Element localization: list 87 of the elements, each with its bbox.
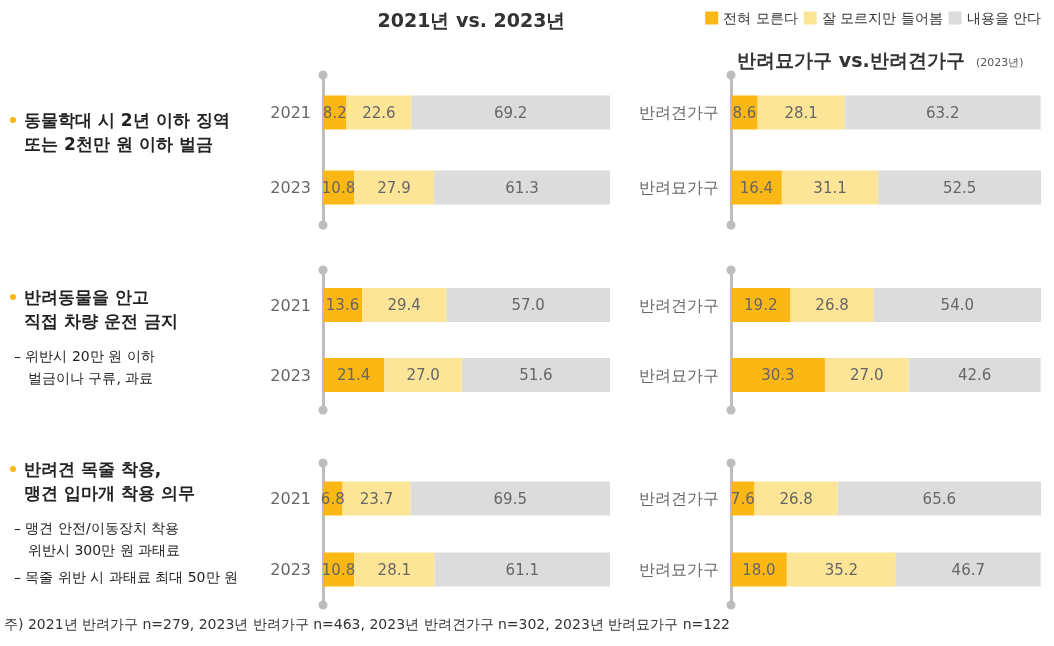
data-label: 7.6: [730, 489, 755, 508]
text: 반려견 목줄 착용, 맹견 입마개 착용 의무: [23, 458, 195, 505]
y-tick-label: 반려견가구: [639, 295, 719, 315]
bar: [354, 552, 435, 587]
bar: [384, 358, 462, 392]
y-tick-label: 2021: [270, 295, 311, 315]
bar: [346, 95, 412, 130]
data-label: 51.6: [519, 366, 553, 384]
bar: [434, 552, 610, 587]
data-label: 19.2: [744, 296, 778, 314]
data-label: 16.4: [739, 178, 774, 197]
y-tick-label: 반려묘가구: [639, 365, 719, 385]
y-tick-label: 2023: [270, 560, 311, 579]
bar: [790, 288, 874, 322]
bar: [354, 170, 435, 205]
bar: [786, 552, 896, 587]
data-label: 27.0: [850, 366, 884, 384]
data-label: 30.3: [761, 366, 795, 384]
bar: [362, 288, 447, 322]
bar: [731, 552, 787, 587]
y-tick-label: 반려묘가구: [639, 178, 719, 197]
data-label: 57.0: [511, 296, 545, 314]
data-label: 8.6: [732, 103, 757, 122]
chart-title: 2021년 vs. 2023년: [377, 8, 566, 31]
bar: [757, 95, 845, 130]
data-label: 23.7: [359, 489, 394, 508]
legend-label: 내용을 안다: [966, 10, 1041, 26]
text: 반려동물을 안고 직접 차량 운전 금지: [23, 286, 178, 333]
legend-label: 잘 모르지만 들어봄: [821, 10, 943, 26]
data-label: 28.1: [784, 103, 818, 122]
bar: [411, 95, 610, 130]
bar: [434, 170, 610, 205]
data-label: 42.6: [957, 366, 992, 384]
text: – 목줄 위반 시 과태료 최대 50만 원: [14, 568, 238, 587]
data-label: 22.6: [362, 103, 396, 122]
bar: [824, 358, 909, 392]
data-label: 31.1: [813, 178, 847, 197]
data-label: 61.3: [505, 178, 539, 197]
data-label: 8.2: [322, 103, 347, 122]
bar: [873, 288, 1041, 322]
bar: [837, 481, 1041, 516]
data-label: 18.0: [742, 560, 776, 579]
bar: [461, 358, 610, 392]
y-tick-label: 반려견가구: [639, 103, 719, 122]
y-tick-label: 반려묘가구: [639, 560, 719, 579]
data-label: 65.6: [922, 489, 957, 508]
data-label: 54.0: [940, 296, 974, 314]
bar: [908, 358, 1041, 392]
text: – 위반시 20만 원 이하 벌금이나 구류, 과료: [14, 347, 155, 388]
bar: [731, 358, 825, 392]
y-tick-label: 2023: [270, 178, 311, 197]
data-label: 27.9: [377, 178, 411, 197]
bar: [844, 95, 1041, 130]
data-label: 46.7: [951, 560, 986, 579]
bar: [731, 288, 791, 322]
chart-title: 반려묘가구 vs.반려견가구: [737, 48, 965, 71]
data-label: 27.0: [406, 366, 440, 384]
bar: [754, 481, 838, 516]
data-label: 13.6: [325, 296, 360, 314]
bar: [878, 170, 1041, 205]
y-tick-label: 반려견가구: [639, 489, 719, 508]
y-tick-label: 2021: [270, 103, 311, 122]
bar: [410, 481, 610, 516]
data-label: 61.1: [505, 560, 540, 579]
y-tick-label: 2023: [270, 365, 311, 385]
data-label: 28.1: [377, 560, 412, 579]
data-label: 26.8: [779, 489, 813, 508]
bar: [342, 481, 411, 516]
bar: [781, 170, 879, 205]
bar: [895, 552, 1041, 587]
text: 주) 2021년 반려가구 n=279, 2023년 반려가구 n=463, 2023년 반려견가구 n=302, 2023년 반려묘가구 n=122: [4, 616, 731, 634]
data-label: 21.4: [337, 366, 371, 384]
data-label: 35.2: [824, 560, 859, 579]
data-label: 52.5: [942, 178, 977, 197]
data-label: 29.4: [387, 296, 421, 314]
bar: [446, 288, 610, 322]
text: 동물학대 시 2년 이하 징역 또는 2천만 원 이하 벌금: [23, 109, 230, 156]
bar: [731, 170, 782, 205]
bar: [323, 358, 385, 392]
text: – 맹견 안전/이동장치 착용 위반시 300만 원 과태료: [14, 519, 181, 560]
data-label: 26.8: [815, 296, 849, 314]
data-label: 69.2: [493, 103, 528, 122]
data-label: 63.2: [926, 103, 960, 122]
legend-label: 전혀 모른다: [723, 10, 798, 26]
chart-subtitle: (2023년): [976, 56, 1024, 69]
y-tick-label: 2021: [270, 489, 311, 508]
data-label: 69.5: [493, 489, 527, 508]
